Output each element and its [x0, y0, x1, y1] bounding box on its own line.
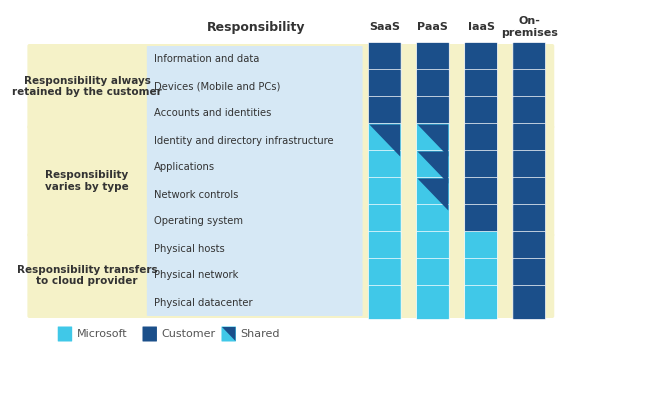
FancyBboxPatch shape — [465, 123, 498, 158]
Text: On-
premises: On- premises — [501, 16, 557, 38]
FancyBboxPatch shape — [27, 233, 554, 318]
FancyBboxPatch shape — [465, 97, 498, 130]
FancyBboxPatch shape — [147, 208, 362, 235]
FancyBboxPatch shape — [513, 204, 545, 239]
FancyBboxPatch shape — [368, 151, 401, 184]
Polygon shape — [418, 178, 448, 211]
FancyBboxPatch shape — [465, 70, 498, 103]
FancyBboxPatch shape — [416, 151, 450, 184]
FancyBboxPatch shape — [143, 327, 157, 342]
Polygon shape — [418, 151, 448, 184]
FancyBboxPatch shape — [368, 285, 401, 320]
FancyBboxPatch shape — [465, 204, 498, 239]
FancyBboxPatch shape — [465, 42, 498, 77]
FancyBboxPatch shape — [368, 204, 401, 239]
FancyBboxPatch shape — [465, 259, 498, 292]
FancyBboxPatch shape — [513, 178, 545, 211]
Text: Devices (Mobile and PCs): Devices (Mobile and PCs) — [154, 81, 280, 92]
FancyBboxPatch shape — [513, 259, 545, 292]
FancyBboxPatch shape — [416, 231, 450, 266]
FancyBboxPatch shape — [222, 327, 236, 342]
FancyBboxPatch shape — [513, 151, 545, 184]
FancyBboxPatch shape — [416, 285, 450, 320]
Text: SaaS: SaaS — [369, 22, 400, 32]
Text: Identity and directory infrastructure: Identity and directory infrastructure — [154, 136, 333, 145]
Text: Responsibility always
retained by the customer: Responsibility always retained by the cu… — [12, 76, 162, 97]
FancyBboxPatch shape — [368, 70, 401, 103]
FancyBboxPatch shape — [416, 123, 450, 158]
FancyBboxPatch shape — [416, 178, 450, 211]
FancyBboxPatch shape — [368, 259, 401, 292]
Text: Responsibility transfers
to cloud provider: Responsibility transfers to cloud provid… — [17, 265, 157, 286]
FancyBboxPatch shape — [416, 97, 450, 130]
Polygon shape — [222, 327, 236, 341]
Text: Shared: Shared — [240, 329, 280, 339]
Text: Customer: Customer — [161, 329, 215, 339]
FancyBboxPatch shape — [416, 70, 450, 103]
Text: Applications: Applications — [154, 162, 214, 173]
Text: Physical hosts: Physical hosts — [154, 244, 224, 253]
Text: Responsibility
varies by type: Responsibility varies by type — [45, 170, 129, 192]
FancyBboxPatch shape — [368, 123, 401, 158]
Text: Physical datacenter: Physical datacenter — [154, 298, 252, 307]
Text: IaaS: IaaS — [468, 22, 495, 32]
Text: Network controls: Network controls — [154, 189, 238, 200]
FancyBboxPatch shape — [368, 42, 401, 77]
FancyBboxPatch shape — [416, 42, 450, 77]
Text: Physical network: Physical network — [154, 270, 238, 281]
FancyBboxPatch shape — [513, 97, 545, 130]
FancyBboxPatch shape — [27, 44, 554, 129]
Text: Responsibility: Responsibility — [206, 20, 305, 33]
FancyBboxPatch shape — [513, 123, 545, 158]
FancyBboxPatch shape — [147, 127, 362, 154]
FancyBboxPatch shape — [368, 178, 401, 211]
Text: PaaS: PaaS — [418, 22, 448, 32]
FancyBboxPatch shape — [416, 204, 450, 239]
FancyBboxPatch shape — [465, 285, 498, 320]
FancyBboxPatch shape — [513, 231, 545, 266]
FancyBboxPatch shape — [147, 154, 362, 181]
FancyBboxPatch shape — [147, 235, 362, 262]
Polygon shape — [370, 125, 400, 156]
Polygon shape — [418, 125, 448, 156]
FancyBboxPatch shape — [27, 125, 554, 237]
FancyBboxPatch shape — [465, 178, 498, 211]
FancyBboxPatch shape — [58, 327, 72, 342]
FancyBboxPatch shape — [513, 70, 545, 103]
FancyBboxPatch shape — [513, 42, 545, 77]
FancyBboxPatch shape — [513, 285, 545, 320]
FancyBboxPatch shape — [368, 97, 401, 130]
Text: Operating system: Operating system — [154, 217, 242, 226]
FancyBboxPatch shape — [416, 259, 450, 292]
FancyBboxPatch shape — [147, 289, 362, 316]
FancyBboxPatch shape — [368, 231, 401, 266]
Text: Microsoft: Microsoft — [77, 329, 127, 339]
FancyBboxPatch shape — [465, 231, 498, 266]
Text: Information and data: Information and data — [154, 55, 259, 64]
FancyBboxPatch shape — [147, 181, 362, 208]
Text: Accounts and identities: Accounts and identities — [154, 108, 271, 119]
FancyBboxPatch shape — [465, 151, 498, 184]
FancyBboxPatch shape — [147, 262, 362, 289]
FancyBboxPatch shape — [147, 46, 362, 73]
FancyBboxPatch shape — [147, 100, 362, 127]
FancyBboxPatch shape — [147, 73, 362, 100]
